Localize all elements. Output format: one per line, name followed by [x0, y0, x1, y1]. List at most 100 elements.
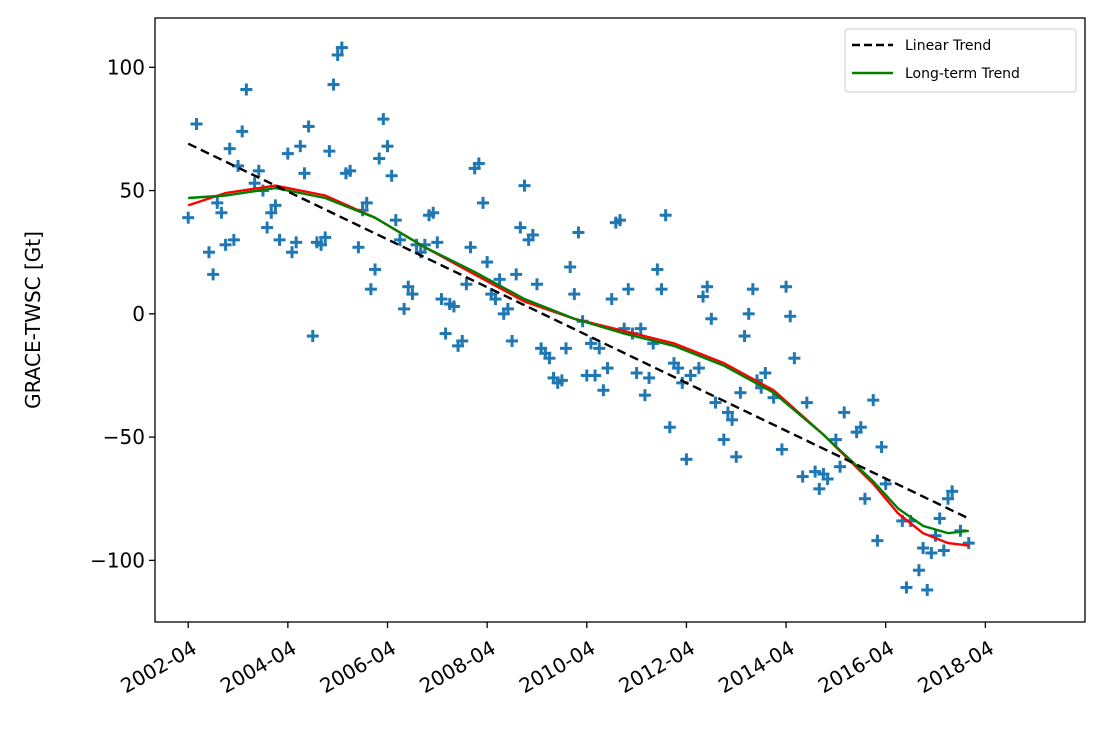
data-point [659, 209, 672, 222]
data-point [385, 169, 398, 182]
data-point [912, 564, 925, 577]
data-point [298, 167, 311, 180]
y-tick-label: −100 [90, 548, 145, 572]
data-point [560, 342, 573, 355]
data-point [746, 283, 759, 296]
data-point [663, 421, 676, 434]
data-point [738, 330, 751, 343]
data-point [344, 164, 357, 177]
data-point [684, 369, 697, 382]
y-tick-label: 100 [107, 55, 145, 79]
data-point [506, 334, 519, 347]
data-point [584, 337, 597, 350]
data-point [651, 263, 664, 276]
data-point [518, 179, 531, 192]
data-point [373, 152, 386, 165]
data-point [775, 443, 788, 456]
legend-linear-label: Linear Trend [905, 38, 991, 54]
data-point [879, 477, 892, 490]
data-point [854, 421, 867, 434]
data-point [489, 293, 502, 306]
data-point [381, 140, 394, 153]
data-point [655, 283, 668, 296]
data-point [240, 83, 253, 96]
data-point [273, 233, 286, 246]
data-point [564, 260, 577, 273]
data-point [327, 78, 340, 91]
data-point [784, 310, 797, 323]
data-point [858, 492, 871, 505]
data-point [838, 406, 851, 419]
data-point [572, 226, 585, 239]
data-point [643, 371, 656, 384]
data-point [730, 450, 743, 463]
data-point [352, 241, 365, 254]
data-point [460, 278, 473, 291]
x-tick-label: 2008-04 [415, 636, 499, 699]
data-point [697, 290, 710, 303]
fit-curve [187, 184, 969, 547]
data-point [481, 256, 494, 269]
x-tick-label: 2002-04 [116, 636, 200, 699]
plot-area [182, 41, 975, 596]
data-point [593, 342, 606, 355]
data-point [269, 199, 282, 212]
data-point [306, 330, 319, 343]
data-point [701, 280, 714, 293]
data-point [709, 396, 722, 409]
data-point [526, 228, 539, 241]
data-point [717, 433, 730, 446]
data-point [568, 288, 581, 301]
data-point [672, 362, 685, 375]
data-point [227, 233, 240, 246]
y-tick-label: 0 [132, 302, 145, 326]
data-point [202, 246, 215, 259]
data-point [290, 236, 303, 249]
data-point [875, 440, 888, 453]
data-point [900, 581, 913, 594]
data-point [601, 362, 614, 375]
data-point [472, 157, 485, 170]
data-point [427, 206, 440, 219]
data-point [447, 300, 460, 313]
data-point [369, 263, 382, 276]
data-point [435, 293, 448, 306]
data-point [510, 268, 523, 281]
data-point [393, 233, 406, 246]
x-tick-label: 2014-04 [714, 636, 798, 699]
legend-longterm-label: Long-term Trend [905, 66, 1020, 82]
data-point [800, 396, 813, 409]
data-point [248, 177, 261, 190]
x-tick-label: 2016-04 [814, 636, 898, 699]
data-point [917, 542, 930, 555]
data-point [286, 246, 299, 259]
data-point [597, 384, 610, 397]
data-point [265, 206, 278, 219]
x-tick-label: 2010-04 [515, 636, 599, 699]
data-point [323, 145, 336, 158]
data-point [402, 280, 415, 293]
data-point [634, 322, 647, 335]
data-point [261, 221, 274, 234]
data-point [360, 196, 373, 209]
data-point [829, 433, 842, 446]
y-tick-label: 50 [120, 179, 145, 203]
data-point [398, 302, 411, 315]
data-point [742, 307, 755, 320]
data-point [614, 214, 626, 227]
data-point [431, 236, 444, 249]
data-point [252, 164, 265, 177]
data-point [962, 537, 975, 550]
data-point [867, 394, 880, 407]
data-point [211, 196, 224, 209]
data-point [605, 293, 618, 306]
data-point [941, 492, 954, 505]
data-point [215, 206, 228, 219]
linear-trend-line [187, 142, 970, 520]
data-point [680, 453, 693, 466]
data-point [236, 125, 249, 138]
data-point [759, 367, 772, 380]
data-point [514, 221, 527, 234]
data-point [921, 583, 934, 596]
